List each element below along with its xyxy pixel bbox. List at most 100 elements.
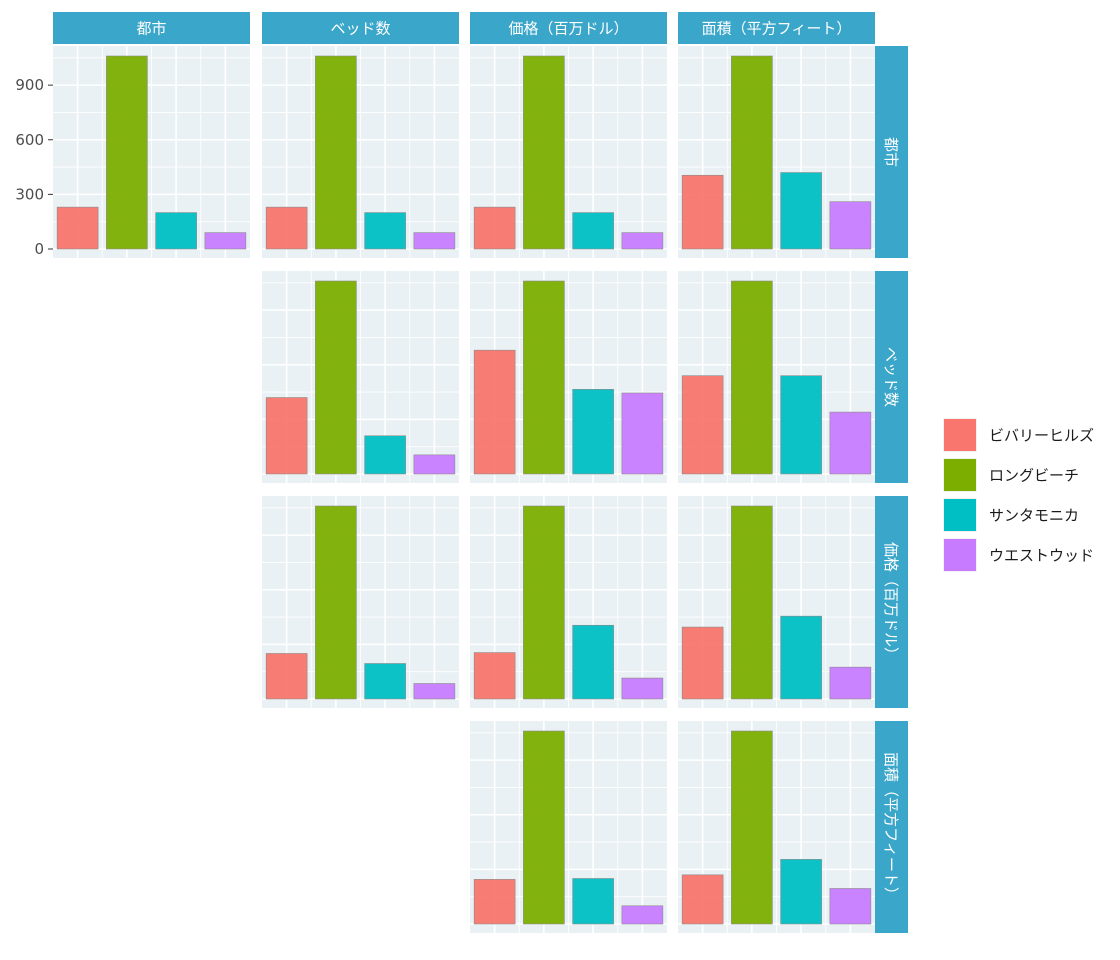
bar-3 — [780, 375, 822, 475]
legend-swatch — [944, 539, 976, 571]
bar-3 — [155, 212, 197, 250]
panel-3-2 — [470, 721, 667, 933]
strip-background — [875, 271, 908, 483]
panel-2-3 — [678, 496, 875, 708]
y-tick-label: 600 — [15, 131, 44, 149]
bar-3 — [780, 859, 822, 925]
bar-3 — [572, 212, 614, 250]
strip-background — [875, 496, 908, 708]
strip-background — [875, 721, 908, 933]
bar-4 — [621, 905, 664, 925]
column-strip-label: 都市 — [136, 20, 166, 38]
bar-2 — [731, 280, 773, 475]
bar-3 — [572, 878, 614, 925]
panels-layer — [53, 46, 875, 933]
strips-layer: 都市 ベッド数 価格（百万ドル） 面積（平方フィート）都市ベッド数価格（百万ドル）面積… — [53, 12, 908, 933]
bar-2 — [106, 55, 148, 250]
top-strip-1: 都市 — [53, 12, 250, 44]
legend-label: ビバリーヒルズ — [989, 427, 1094, 445]
right-strip-3: 価格（百万ドル） — [875, 496, 908, 708]
bar-2 — [315, 280, 357, 475]
panel-3-3 — [678, 721, 875, 933]
strip-background — [53, 12, 250, 44]
bar-1 — [681, 375, 724, 475]
bar-3 — [364, 212, 406, 250]
top-strip-2: ベッド数 — [262, 12, 459, 44]
legend-label: ロングビーチ — [989, 467, 1079, 485]
legend-label: ウエストウッド — [989, 547, 1094, 565]
top-strip-4: 面積（平方フィート） — [678, 12, 875, 44]
panel-2-1 — [262, 496, 459, 708]
strip-background — [470, 12, 667, 44]
legend-swatch — [944, 459, 976, 491]
bar-1 — [265, 397, 308, 475]
y-tick-label: 300 — [15, 185, 44, 203]
panel-0-3 — [678, 46, 875, 258]
panel-2-2 — [470, 496, 667, 708]
bar-2 — [523, 55, 565, 250]
bar-3 — [364, 435, 406, 475]
bar-1 — [56, 206, 99, 250]
legend-item-3: サンタモニカ — [943, 498, 1079, 532]
bar-1 — [265, 206, 308, 250]
bar-3 — [572, 389, 614, 475]
bar-1 — [265, 653, 308, 700]
row-strip-label: 面積（平方フィート） — [882, 752, 900, 902]
bar-4 — [829, 888, 872, 925]
bar-1 — [473, 349, 516, 475]
bar-2 — [731, 730, 773, 925]
panel-1-3 — [678, 271, 875, 483]
bar-3 — [780, 615, 822, 700]
bar-4 — [413, 232, 456, 250]
bar-3 — [572, 624, 614, 700]
bar-4 — [829, 201, 872, 250]
panel-0-1 — [262, 46, 459, 258]
bar-1 — [473, 879, 516, 925]
bar-2 — [315, 55, 357, 250]
bar-1 — [473, 206, 516, 250]
bar-2 — [731, 505, 773, 700]
bar-4 — [413, 454, 456, 475]
bar-2 — [523, 505, 565, 700]
bar-4 — [204, 232, 247, 250]
panel-1-2 — [470, 271, 667, 483]
column-strip-label: 面積（平方フィート） — [702, 20, 852, 38]
legend-swatch — [944, 419, 976, 451]
bar-2 — [523, 730, 565, 925]
top-strip-3: 価格（百万ドル） — [470, 12, 667, 44]
column-strip-label: 価格（百万ドル） — [508, 20, 628, 38]
bar-1 — [681, 174, 724, 250]
bar-1 — [473, 652, 516, 700]
bar-4 — [829, 666, 872, 700]
bar-4 — [829, 411, 872, 475]
row-strip-label: ベッド数 — [882, 347, 900, 407]
strip-background — [875, 46, 908, 258]
bar-4 — [621, 677, 664, 700]
y-axis: 0 300 600 900 — [15, 76, 53, 258]
panel-1-1 — [262, 271, 459, 483]
bar-2 — [315, 505, 357, 700]
panel-0-2 — [470, 46, 667, 258]
bar-2 — [523, 280, 565, 475]
right-strip-1: 都市 — [875, 46, 908, 258]
bar-4 — [413, 683, 456, 700]
right-strip-2: ベッド数 — [875, 271, 908, 483]
y-tick-label: 900 — [15, 76, 44, 94]
bar-3 — [364, 663, 406, 700]
bar-1 — [681, 874, 724, 925]
row-strip-label: 価格（百万ドル） — [882, 542, 900, 662]
strip-background — [262, 12, 459, 44]
column-strip-label: ベッド数 — [330, 20, 390, 38]
bar-4 — [621, 392, 664, 475]
strip-background — [678, 12, 875, 44]
legend-item-1: ビバリーヒルズ — [943, 418, 1094, 452]
legend-item-4: ウエストウッド — [943, 538, 1094, 572]
right-strip-4: 面積（平方フィート） — [875, 721, 908, 933]
legend-label: サンタモニカ — [989, 507, 1079, 525]
panel-0-0 — [53, 46, 250, 258]
row-strip-label: 都市 — [882, 137, 900, 167]
bar-3 — [780, 172, 822, 250]
legend-swatch — [944, 499, 976, 531]
